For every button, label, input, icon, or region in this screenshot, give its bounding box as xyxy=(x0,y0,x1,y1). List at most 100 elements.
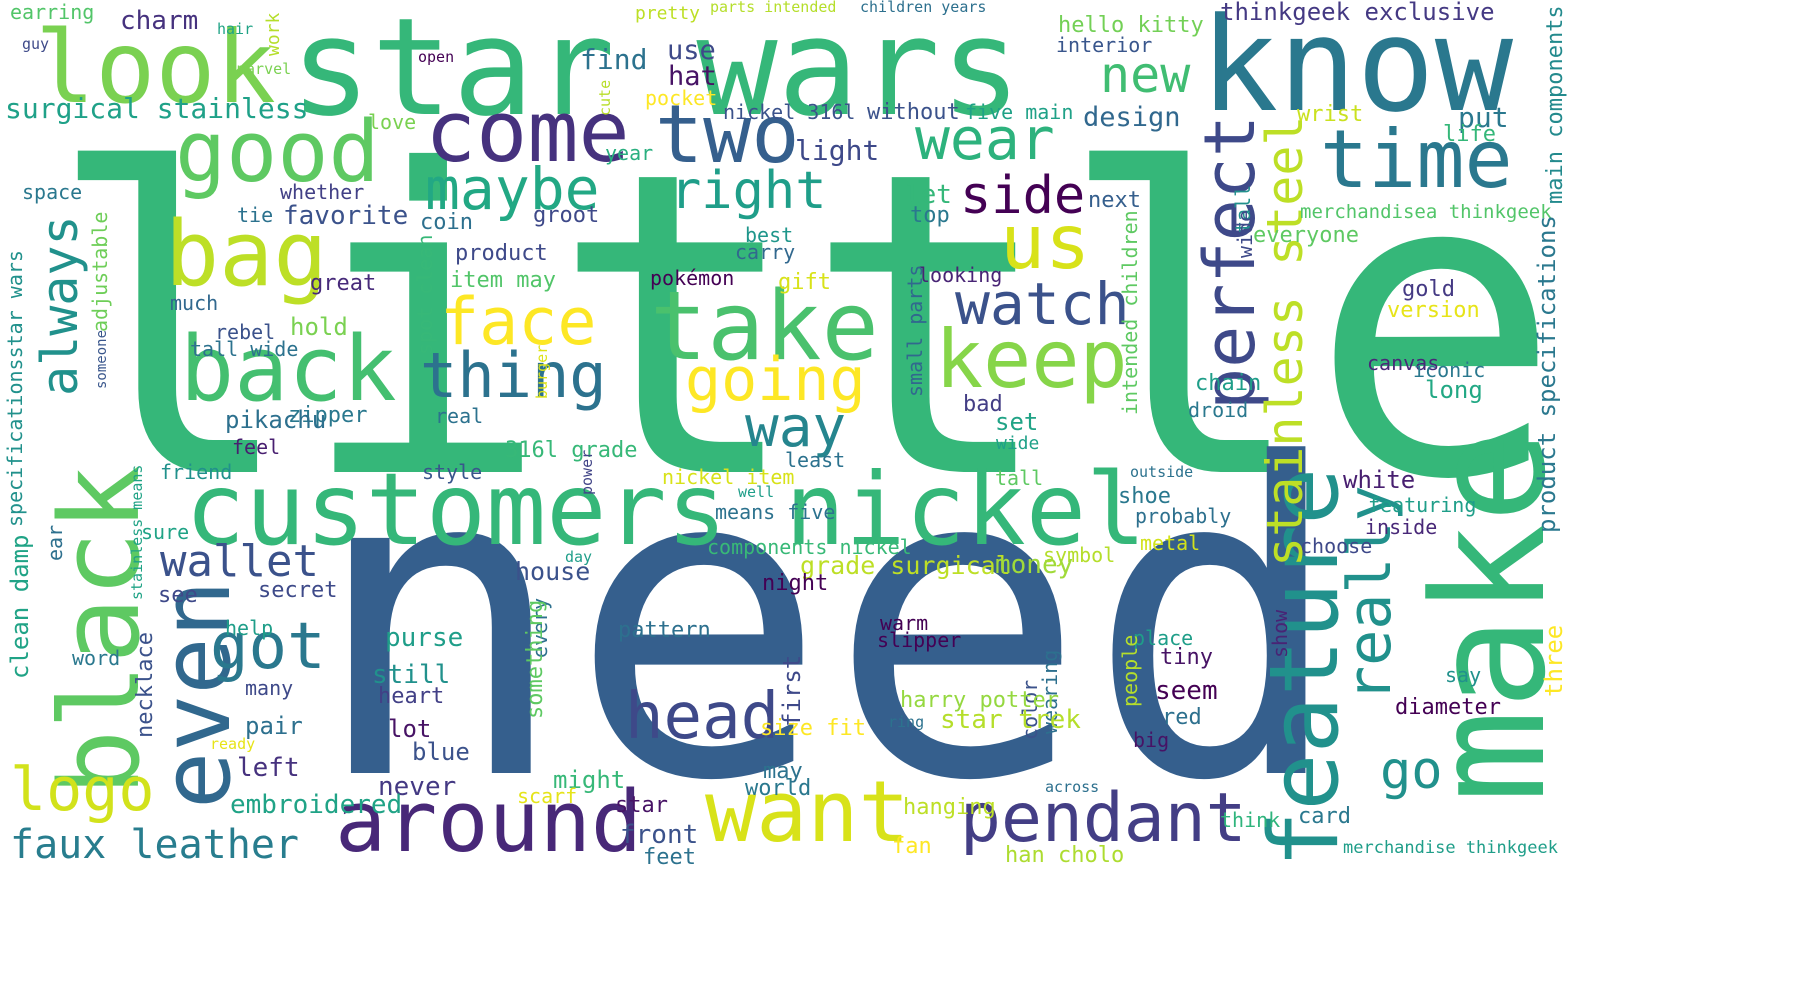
word-symbol: symbol xyxy=(1043,543,1116,567)
word-ear: ear xyxy=(43,524,67,562)
word-wrist: wrist xyxy=(1297,102,1364,127)
word-know: know xyxy=(1200,0,1514,141)
word-hello-kitty: hello kitty xyxy=(1058,13,1204,38)
word-world: world xyxy=(745,776,812,801)
word-next: next xyxy=(1088,188,1141,213)
word-intended-children: intended children xyxy=(1118,209,1142,415)
word-slipper: slipper xyxy=(877,628,962,652)
word-tall-wide: tall wide xyxy=(190,337,299,361)
word-cloud: little need star wars know make customers nick… xyxy=(3,0,1567,870)
word-big: big xyxy=(1133,728,1170,752)
word-embroidered: embroidered xyxy=(230,790,403,820)
word-feet: feet xyxy=(643,845,696,870)
word-red: red xyxy=(1162,705,1202,730)
word-iconic: iconic xyxy=(1413,358,1486,382)
word-got: got xyxy=(210,610,326,684)
word-lot: lot xyxy=(388,715,432,743)
word-many: many xyxy=(245,676,294,700)
word-star: star xyxy=(615,793,668,818)
word-necklace: necklace xyxy=(133,631,158,738)
word-everyone: everyone xyxy=(1253,223,1359,248)
word-word: word xyxy=(72,646,121,670)
word-work: work xyxy=(263,12,284,57)
word-power: power xyxy=(578,449,596,496)
word-people: people xyxy=(1118,634,1142,708)
word-favorite: favorite xyxy=(283,201,409,231)
word-children-years: children years xyxy=(860,0,987,16)
word-pretty: pretty xyxy=(635,3,701,24)
word-use: use xyxy=(667,35,716,66)
word-faux-leather: faux leather xyxy=(10,822,299,868)
word-tiny: tiny xyxy=(1160,645,1213,670)
word-set: set xyxy=(995,408,1039,436)
word-grade-surgical: grade surgical xyxy=(800,551,1011,580)
word-five-main: five main xyxy=(965,100,1074,124)
word-bag: bag xyxy=(165,202,328,307)
word-rebel: rebel xyxy=(215,320,276,344)
word-night: night xyxy=(762,571,829,596)
word-new: new xyxy=(1100,46,1191,104)
word-harry-potter: harry potter xyxy=(900,688,1059,713)
word-hold: hold xyxy=(290,313,348,341)
word-way: way xyxy=(745,395,847,460)
word-charm: charm xyxy=(120,6,199,36)
word-show: show xyxy=(1268,609,1292,659)
word-open: open xyxy=(418,48,455,66)
word-maybe: maybe xyxy=(425,155,600,223)
word-purse: purse xyxy=(385,623,464,653)
word-three: three xyxy=(1540,624,1567,698)
word-light: light xyxy=(795,134,880,167)
word-think: think xyxy=(1220,808,1281,832)
word-adjustable: adjustable xyxy=(88,211,112,333)
word-us: us xyxy=(1000,198,1091,286)
word-without: without xyxy=(867,100,960,125)
word-looking: looking xyxy=(918,263,1003,287)
word-card: card xyxy=(1298,804,1351,829)
word-chain: chain xyxy=(1195,371,1262,396)
word-head: head xyxy=(625,680,780,754)
word-diameter: diameter xyxy=(1395,695,1501,720)
word-seem: seem xyxy=(1155,676,1218,706)
word-merchandise-thinkgeek: merchandise thinkgeek xyxy=(1343,838,1558,858)
word-nickel: nickel xyxy=(785,451,1147,568)
word-still: still xyxy=(372,660,451,690)
word-come: come xyxy=(425,83,630,182)
word-right: right xyxy=(670,161,827,221)
word-components-nickel: components nickel xyxy=(707,535,912,559)
word-warm: warm xyxy=(880,611,929,635)
word-watch: watch xyxy=(955,270,1130,338)
word-size-fit: size fit xyxy=(760,716,866,741)
word-burger: burger xyxy=(533,344,551,400)
word-least: least xyxy=(785,448,846,472)
word-pok-mon: pokémon xyxy=(650,266,735,290)
word-heart: heart xyxy=(378,684,445,709)
word-ring: ring xyxy=(888,713,925,731)
word-main-components: main components xyxy=(1543,4,1567,204)
word-money: money xyxy=(995,550,1074,580)
word-small-parts: small parts xyxy=(903,264,927,398)
word-day: day xyxy=(565,548,593,566)
word-secret: secret xyxy=(258,578,338,603)
word-back: back xyxy=(180,317,397,422)
word-han-cholo: han cholo xyxy=(1005,843,1125,868)
word-see: see xyxy=(158,583,198,608)
word-scarf: scarf xyxy=(517,784,578,808)
word-droid: droid xyxy=(1188,398,1249,422)
word-featuring: featuring xyxy=(1368,493,1477,517)
word-face: face xyxy=(440,285,597,360)
word-design: design xyxy=(1083,102,1181,133)
word-version: version xyxy=(1387,298,1480,323)
word-top: top xyxy=(910,203,950,228)
word-feel: feel xyxy=(232,435,281,459)
word-marvel: marvel xyxy=(237,60,292,78)
word-ready: ready xyxy=(210,735,256,753)
word-much: much xyxy=(170,291,219,315)
word-perfect: perfect xyxy=(1189,114,1271,410)
word-say: say xyxy=(1445,663,1482,687)
word-outside: outside xyxy=(1130,463,1194,481)
word-best: best xyxy=(745,223,794,247)
word-logo: logo xyxy=(10,755,155,825)
word-spot-clean: spot clean xyxy=(413,234,437,356)
word-space: space xyxy=(22,180,83,204)
word-time: time xyxy=(1320,113,1513,206)
